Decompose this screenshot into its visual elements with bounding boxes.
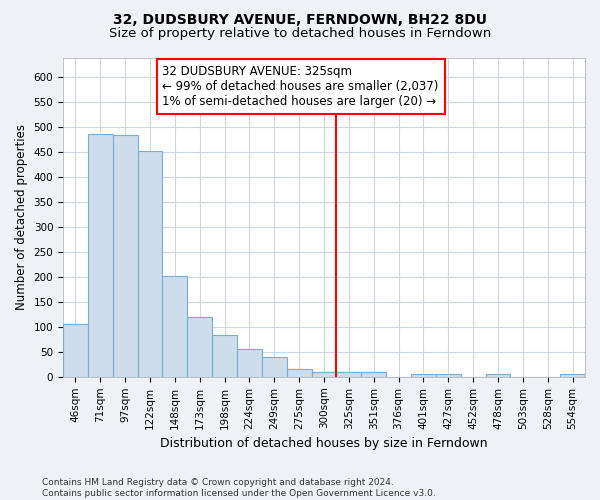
Bar xyxy=(411,374,436,377)
X-axis label: Distribution of detached houses by size in Ferndown: Distribution of detached houses by size … xyxy=(160,437,488,450)
Bar xyxy=(88,134,113,377)
Bar xyxy=(137,151,163,377)
Bar xyxy=(212,336,237,377)
Bar xyxy=(361,372,386,377)
Bar xyxy=(287,370,311,377)
Y-axis label: Number of detached properties: Number of detached properties xyxy=(15,124,28,310)
Bar xyxy=(163,276,187,377)
Bar xyxy=(187,317,212,377)
Text: 32, DUDSBURY AVENUE, FERNDOWN, BH22 8DU: 32, DUDSBURY AVENUE, FERNDOWN, BH22 8DU xyxy=(113,12,487,26)
Bar xyxy=(237,350,262,377)
Bar xyxy=(311,372,337,377)
Bar xyxy=(485,374,511,377)
Bar xyxy=(436,374,461,377)
Bar xyxy=(113,135,137,377)
Text: 32 DUDSBURY AVENUE: 325sqm
← 99% of detached houses are smaller (2,037)
1% of se: 32 DUDSBURY AVENUE: 325sqm ← 99% of deta… xyxy=(163,65,439,108)
Text: Contains HM Land Registry data © Crown copyright and database right 2024.
Contai: Contains HM Land Registry data © Crown c… xyxy=(42,478,436,498)
Bar xyxy=(560,374,585,377)
Bar xyxy=(337,372,361,377)
Bar xyxy=(63,324,88,377)
Bar xyxy=(262,357,287,377)
Text: Size of property relative to detached houses in Ferndown: Size of property relative to detached ho… xyxy=(109,28,491,40)
